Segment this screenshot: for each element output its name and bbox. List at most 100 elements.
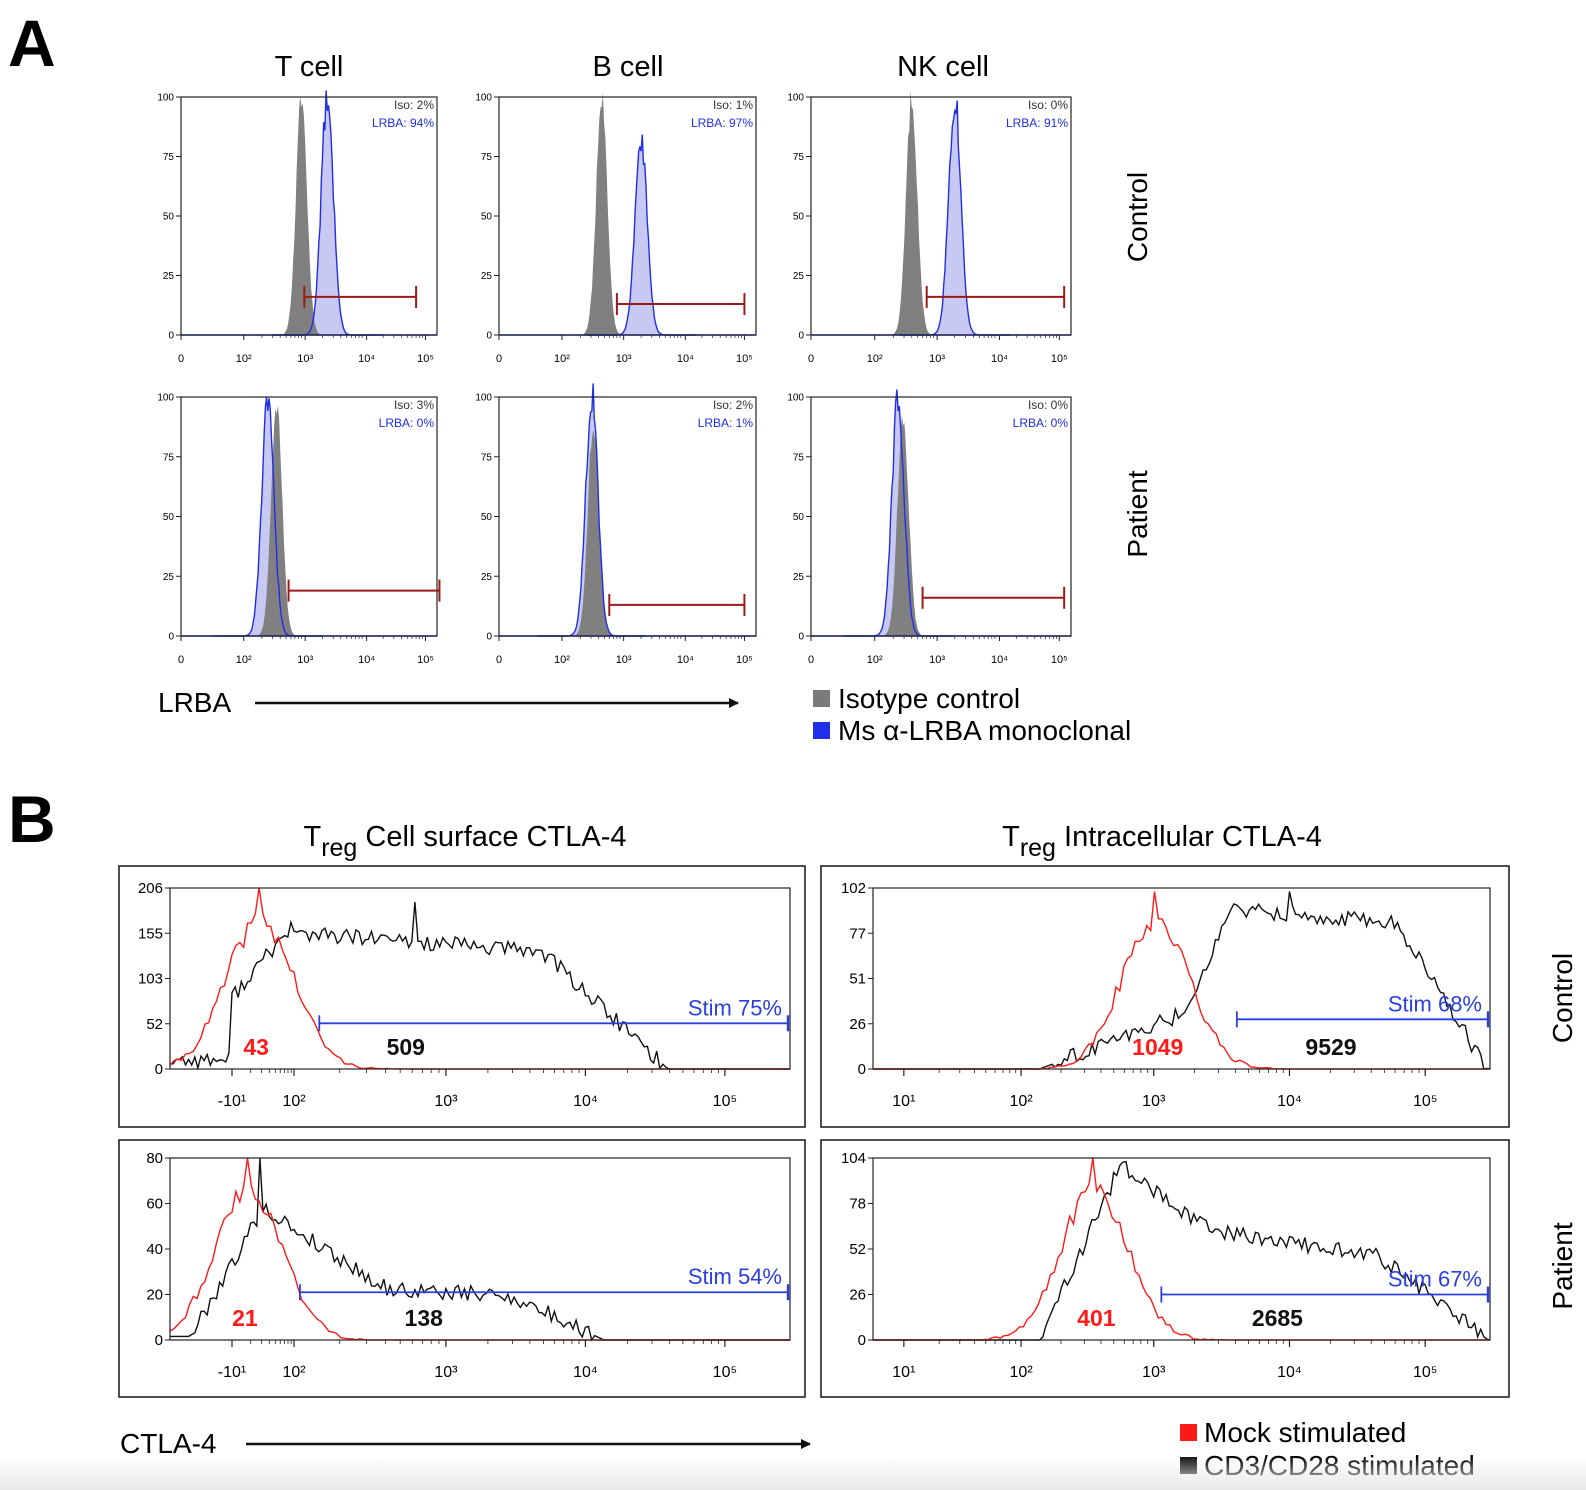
x-tick-label: 0 — [496, 353, 502, 365]
outer-frame — [118, 865, 806, 1128]
y-tick-label: 52 — [849, 1241, 866, 1258]
mock-series-line — [873, 1157, 1490, 1341]
plot-frame — [498, 396, 757, 637]
x-tick-label: 0 — [178, 353, 184, 365]
iso-percent-label: Iso: 1% — [713, 98, 753, 112]
x-tick-label: 10³ — [929, 353, 945, 365]
y-tick-label: 52 — [146, 1016, 163, 1033]
y-tick-label: 104 — [841, 1150, 866, 1167]
y-tick-label: 100 — [157, 93, 174, 104]
x-tick-label: 10² — [236, 654, 252, 666]
y-tick-label: 80 — [146, 1150, 163, 1167]
plot-frame — [810, 96, 1072, 336]
y-tick-label: 75 — [481, 452, 493, 463]
stim-gate-label: Stim 54% — [688, 1264, 782, 1289]
ctla4-histogram: 102 77 51 26 0 10¹ 10² 10³ 10⁴ 10⁵ Stim 68% 1049 952… — [820, 865, 1510, 1128]
y-tick-label: 51 — [849, 971, 866, 988]
iso-percent-label: Iso: 0% — [1028, 398, 1068, 412]
plot-frame — [810, 396, 1072, 637]
x-tick-label: 10² — [282, 1093, 306, 1110]
y-tick-label: 100 — [475, 393, 492, 404]
y-tick-label: 0 — [155, 1332, 163, 1349]
x-tick-label: 10⁴ — [991, 353, 1008, 365]
stim-gate-label: Stim 75% — [688, 995, 782, 1020]
mock-mfi-label: 1049 — [1132, 1034, 1183, 1060]
x-tick-label: 10² — [867, 353, 883, 365]
x-tick-label: -10¹ — [218, 1364, 246, 1381]
lrba-percent-label: LRBA: 0% — [1013, 416, 1069, 430]
lrba-fill — [213, 397, 323, 636]
x-tick-label: 10⁵ — [417, 654, 434, 666]
y-tick-label: 100 — [787, 393, 804, 404]
x-tick-label: 10³ — [297, 353, 313, 365]
x-tick-label: 10² — [282, 1364, 306, 1381]
bottom-fade — [0, 1456, 1586, 1490]
legend-swatch-lrba — [813, 722, 830, 739]
y-tick-label: 25 — [481, 271, 493, 282]
column-title-intracellular-ctla4: Treg Intracellular CTLA-4 — [1002, 821, 1322, 862]
outer-frame — [118, 1139, 806, 1398]
lrba-histogram: 100 75 50 25 00 10² 10³ 10⁴ 10⁵ Iso: 0% LRBA: 0% — [787, 389, 1072, 666]
legend-label-lrba: Ms α-LRBA monoclonal — [838, 715, 1131, 746]
column-title-surface-ctla4: Treg Cell surface CTLA-4 — [303, 821, 626, 862]
x-tick-label: 10⁴ — [1277, 1364, 1302, 1381]
stim-mfi-label: 509 — [387, 1034, 425, 1060]
column-title-nk-cell: NK cell — [897, 51, 989, 83]
x-tick-label: 10¹ — [892, 1093, 915, 1110]
x-tick-label: 10² — [867, 654, 883, 666]
x-axis-label-lrba: LRBA — [158, 687, 231, 718]
plot-frame — [180, 396, 438, 637]
x-tick-label: 10² — [1010, 1093, 1034, 1110]
mock-mfi-label: 401 — [1077, 1305, 1116, 1331]
y-tick-label: 25 — [793, 271, 805, 282]
y-tick-label: 0 — [858, 1061, 866, 1078]
mock-mfi-label: 21 — [232, 1305, 258, 1331]
x-tick-label: 10⁴ — [358, 353, 375, 365]
lrba-percent-label: LRBA: 97% — [691, 116, 753, 130]
y-tick-label: 100 — [787, 93, 804, 104]
y-tick-label: 25 — [163, 572, 175, 583]
y-tick-label: 75 — [481, 152, 493, 163]
isotype-fill — [222, 405, 332, 636]
mock-series-line — [169, 1157, 790, 1341]
legend-label-mock: Mock stimulated — [1204, 1417, 1406, 1448]
y-tick-label: 26 — [849, 1287, 866, 1304]
lrba-fill — [586, 134, 696, 335]
y-tick-label: 50 — [481, 512, 493, 523]
y-tick-label: 75 — [163, 152, 175, 163]
y-tick-label: 25 — [481, 572, 493, 583]
isotype-fill — [547, 92, 657, 335]
x-tick-label: 10⁴ — [991, 654, 1008, 666]
y-tick-label: 0 — [486, 331, 492, 342]
x-tick-label: 10³ — [616, 353, 632, 365]
x-tick-label: 10³ — [616, 654, 632, 666]
lrba-histogram: 100 75 50 25 00 10² 10³ 10⁴ 10⁵ Iso: 0% LRBA: 91% — [787, 90, 1072, 365]
y-tick-label: 100 — [157, 393, 174, 404]
x-tick-label: 10³ — [297, 654, 313, 666]
lrba-percent-label: LRBA: 94% — [372, 116, 434, 130]
y-tick-label: 102 — [841, 880, 866, 897]
x-tick-label: 10⁵ — [1413, 1093, 1437, 1110]
isotype-fill — [856, 90, 968, 335]
isotype-fill — [247, 96, 357, 335]
y-tick-label: 60 — [146, 1196, 163, 1213]
outer-frame — [820, 1139, 1510, 1398]
x-tick-label: 10² — [554, 353, 570, 365]
x-tick-label: -10¹ — [218, 1093, 246, 1110]
y-tick-label: 0 — [858, 1332, 866, 1349]
y-tick-label: 25 — [793, 572, 805, 583]
stim-series-line — [873, 1160, 1491, 1341]
x-tick-label: 10⁴ — [1277, 1093, 1302, 1110]
x-tick-label: 10⁵ — [736, 353, 753, 365]
row-label-patient-a: Patient — [1122, 470, 1153, 557]
lrba-fill — [272, 90, 382, 336]
x-tick-label: 0 — [808, 353, 814, 365]
row-label-control-b: Control — [1547, 953, 1578, 1043]
stim-mfi-label: 9529 — [1305, 1034, 1356, 1060]
x-tick-label: 10³ — [929, 654, 945, 666]
iso-percent-label: Iso: 3% — [394, 398, 434, 412]
plot-frame — [498, 96, 757, 336]
x-axis-label-ctla4: CTLA-4 — [120, 1428, 216, 1459]
x-tick-label: 10² — [554, 654, 570, 666]
lrba-histogram: 100 75 50 25 00 10² 10³ 10⁴ 10⁵ Iso: 3% LRBA: 0% — [157, 393, 441, 666]
